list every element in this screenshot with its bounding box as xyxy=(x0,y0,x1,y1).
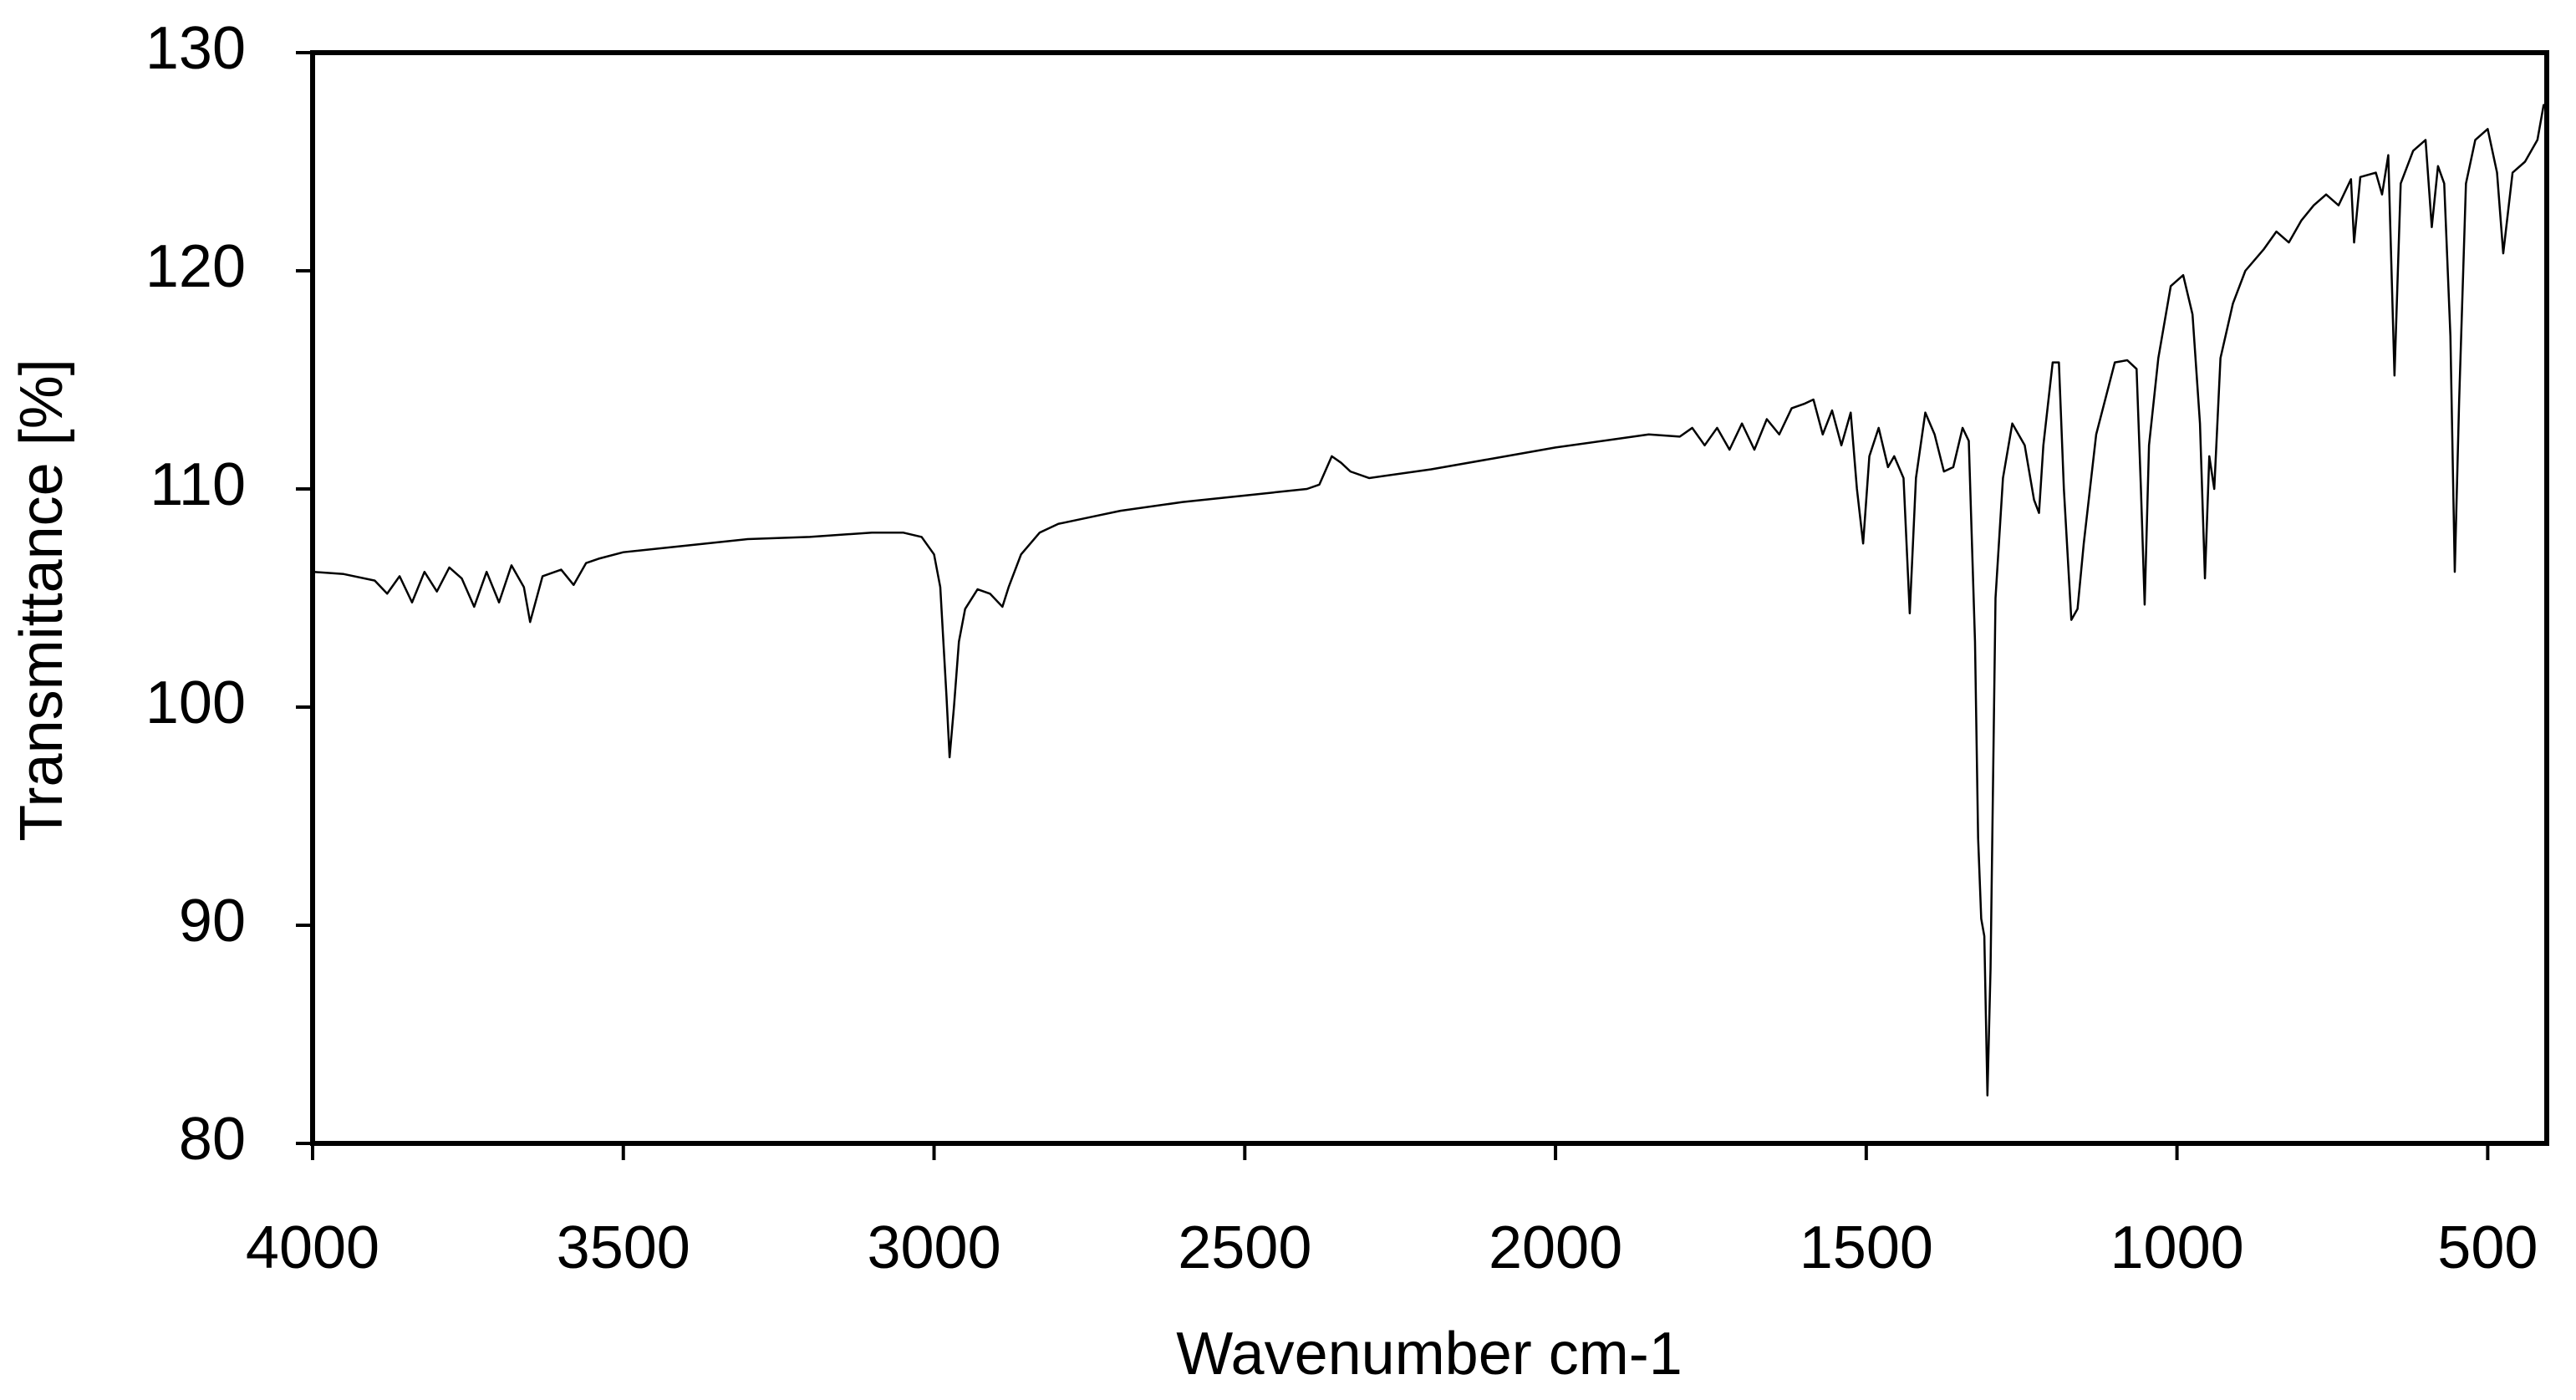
x-tick-label: 1000 xyxy=(2110,1214,2244,1281)
x-tick-label: 3000 xyxy=(867,1214,1000,1281)
y-tick-label: 80 xyxy=(179,1106,246,1173)
y-tick-label: 90 xyxy=(179,888,246,955)
x-tick-label: 3500 xyxy=(557,1214,690,1281)
y-axis-title: Transmittance [%] xyxy=(8,359,75,842)
x-tick-label: 500 xyxy=(2437,1214,2538,1281)
y-tick-label: 130 xyxy=(145,15,246,82)
x-axis-title: Wavenumber cm-1 xyxy=(1176,1321,1683,1387)
x-tick-label: 2500 xyxy=(1178,1214,1311,1281)
x-tick-label: 2000 xyxy=(1489,1214,1622,1281)
x-tick-label: 1500 xyxy=(1800,1214,1933,1281)
y-tick-label: 120 xyxy=(145,233,246,300)
spectrum-line xyxy=(312,104,2547,1097)
y-tick-label: 100 xyxy=(145,669,246,736)
x-tick-label: 4000 xyxy=(246,1214,379,1281)
y-tick-label: 110 xyxy=(150,451,246,518)
plot-frame xyxy=(310,50,2549,1146)
